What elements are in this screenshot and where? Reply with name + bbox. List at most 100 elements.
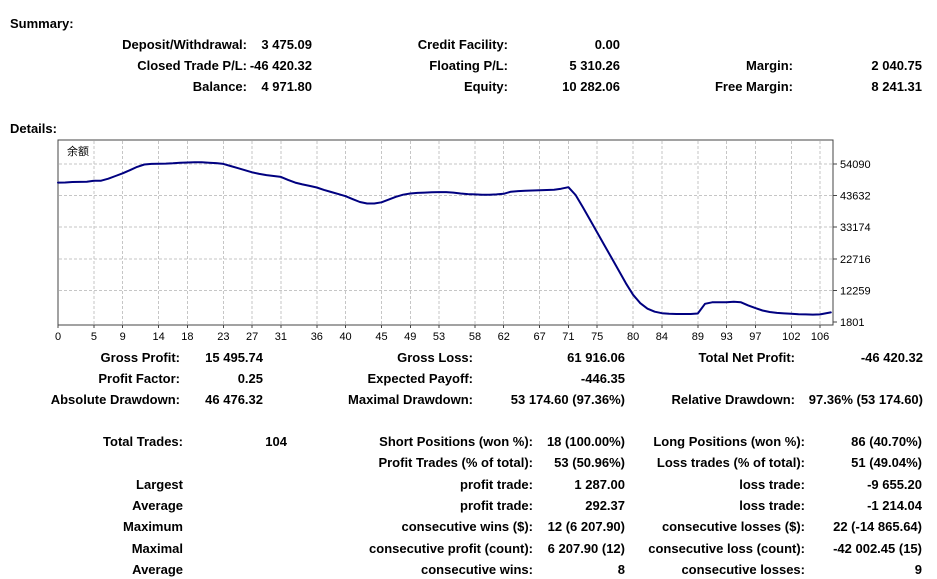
x-axis-label: 9 xyxy=(120,331,126,343)
x-axis-label: 84 xyxy=(656,331,668,343)
stat-value: 51 (49.04%) xyxy=(851,455,922,470)
y-axis-label: 12259 xyxy=(840,285,871,297)
stat-label: Deposit/Withdrawal: xyxy=(122,37,247,52)
stat-label: Maximal Drawdown: xyxy=(348,392,473,407)
x-axis-label: 58 xyxy=(469,331,481,343)
balance-line xyxy=(57,161,832,316)
stat-value: -1 214.04 xyxy=(867,498,922,513)
stat-value: 0.25 xyxy=(237,371,263,386)
stat-label: Short Positions (won %): xyxy=(379,434,533,449)
report-row: Absolute Drawdown: 46 476.32 Maximal Drawd… xyxy=(0,392,937,409)
stat-label: Expected Payoff: xyxy=(367,371,473,386)
balance-chart-svg: 54090 43632 33174 22716 12259 1801 0 5 9 14 18 23 27… xyxy=(55,139,871,343)
stat-label: consecutive losses: xyxy=(681,562,805,577)
stat-value: -9 655.20 xyxy=(867,477,922,492)
stat-label: Profit Factor: xyxy=(98,371,180,386)
report-row: Average consecutive wins: 8 consecutive los… xyxy=(0,562,937,579)
x-axis-label: 53 xyxy=(433,331,445,343)
stat-value: 6 207.90 (12) xyxy=(547,541,625,556)
x-axis-label: 106 xyxy=(811,331,829,343)
stat-label: Total Net Profit: xyxy=(698,350,795,365)
stat-label: Gross Profit: xyxy=(100,350,180,365)
stat-label: Free Margin: xyxy=(714,79,793,94)
stat-label: loss trade: xyxy=(739,498,805,513)
stat-label: profit trade: xyxy=(460,498,533,513)
stat-label: consecutive wins ($): xyxy=(401,519,533,534)
stat-label: consecutive wins: xyxy=(421,562,533,577)
x-axis-label: 36 xyxy=(311,331,323,343)
stat-value: 4 971.80 xyxy=(261,79,312,94)
stat-label: Long Positions (won %): xyxy=(653,434,805,449)
stat-label: Largest xyxy=(136,477,183,492)
x-axis-label: 62 xyxy=(498,331,510,343)
x-axis-label: 14 xyxy=(153,331,165,343)
stat-value: 18 (100.00%) xyxy=(546,434,625,449)
x-axis-label: 0 xyxy=(55,331,61,343)
report-row: Deposit/Withdrawal: 3 475.09 Credit Facili… xyxy=(0,37,937,54)
report-row: Balance: 4 971.80 Equity: 10 282.06 Free Mar… xyxy=(0,79,937,96)
summary-section-title: Summary: xyxy=(10,16,74,31)
stat-label: Average xyxy=(132,562,183,577)
stat-value: -446.35 xyxy=(580,371,625,386)
x-axis-label: 23 xyxy=(217,331,229,343)
x-axis-label: 97 xyxy=(749,331,761,343)
stat-value: 10 282.06 xyxy=(562,79,620,94)
stat-label: Relative Drawdown: xyxy=(671,392,795,407)
stat-label: Balance: xyxy=(192,79,247,94)
stat-value: 46 476.32 xyxy=(205,392,263,407)
stat-label: Floating P/L: xyxy=(429,58,508,73)
y-axis-label: 1801 xyxy=(840,317,864,329)
x-axis-label: 89 xyxy=(692,331,704,343)
x-axis-label: 5 xyxy=(91,331,97,343)
report-row: Largest profit trade: 1 287.00 loss trade: -… xyxy=(0,477,937,494)
stat-label: Maximal xyxy=(131,541,183,556)
stat-label: Equity: xyxy=(463,79,508,94)
stat-value: 104 xyxy=(265,434,287,449)
stat-value: 12 (6 207.90) xyxy=(547,519,625,534)
report-row: Gross Profit: 15 495.74 Gross Loss: 61 916.… xyxy=(0,350,937,367)
stat-label: Average xyxy=(132,498,183,513)
stat-label: Profit Trades (% of total): xyxy=(378,455,533,470)
stat-value: 292.37 xyxy=(585,498,625,513)
stat-label: consecutive loss (count): xyxy=(648,541,805,556)
stat-label: Absolute Drawdown: xyxy=(50,392,180,407)
details-section-title: Details: xyxy=(10,121,57,136)
stat-label: Margin: xyxy=(746,58,793,73)
stat-label: Credit Facility: xyxy=(417,37,508,52)
y-axis-label: 22716 xyxy=(840,254,871,266)
report-row: Maximal consecutive profit (count): 6 207.… xyxy=(0,541,937,558)
x-axis-label: 45 xyxy=(375,331,387,343)
stat-value: 3 475.09 xyxy=(261,37,312,52)
y-axis-label: 43632 xyxy=(840,191,871,203)
stat-value: -46 420.32 xyxy=(249,58,312,73)
stat-label: consecutive losses ($): xyxy=(661,519,805,534)
x-axis-label: 40 xyxy=(339,331,351,343)
stat-value: 5 310.26 xyxy=(569,58,620,73)
x-axis-label: 102 xyxy=(782,331,800,343)
stat-value: 9 xyxy=(914,562,922,577)
y-axis-label: 54090 xyxy=(840,159,871,171)
stat-value: 22 (-14 865.64) xyxy=(833,519,922,534)
stat-label: Loss trades (% of total): xyxy=(656,455,805,470)
stat-value: 86 (40.70%) xyxy=(851,434,922,449)
stat-value: 1 287.00 xyxy=(574,477,625,492)
stat-value: 15 495.74 xyxy=(205,350,263,365)
report-row: Profit Factor: 0.25 Expected Payoff: -446.3… xyxy=(0,371,937,388)
x-axis-label: 49 xyxy=(404,331,416,343)
stat-value: 0.00 xyxy=(594,37,620,52)
chart-title: 余额 xyxy=(67,144,89,158)
report-row: Average profit trade: 292.37 loss trade: -1 … xyxy=(0,498,937,515)
x-axis-label: 80 xyxy=(627,331,639,343)
stat-label: Gross Loss: xyxy=(397,350,473,365)
stat-value: -46 420.32 xyxy=(860,350,923,365)
x-axis-label: 93 xyxy=(720,331,732,343)
stat-label: Total Trades: xyxy=(103,434,183,449)
stat-value: 97.36% (53 174.60) xyxy=(808,392,923,407)
x-axis-label: 31 xyxy=(275,331,287,343)
stat-value: 2 040.75 xyxy=(871,58,922,73)
stat-value: 53 174.60 (97.36%) xyxy=(510,392,625,407)
stat-label: profit trade: xyxy=(460,477,533,492)
